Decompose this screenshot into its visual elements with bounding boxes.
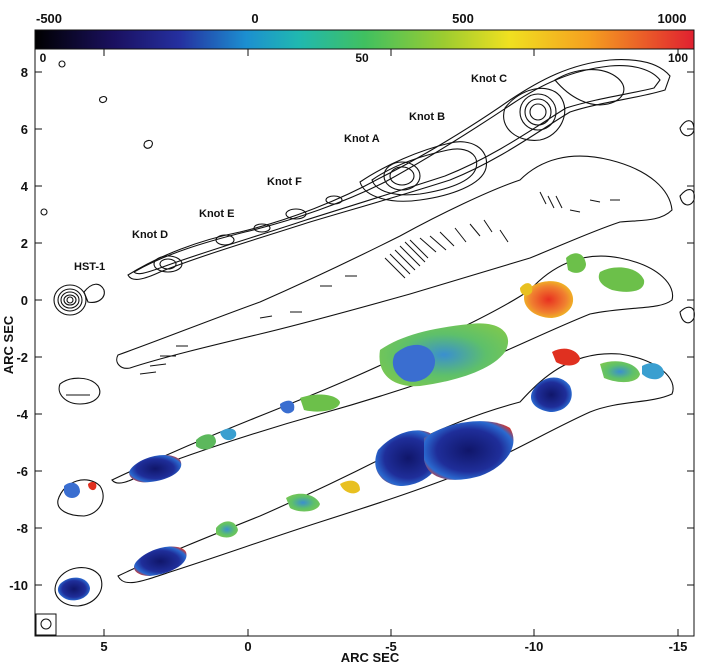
beam-marker bbox=[35, 613, 57, 636]
color-region bbox=[424, 421, 514, 480]
colorbar-bottom-tick: 100 bbox=[668, 51, 688, 65]
label-hst1: HST-1 bbox=[74, 261, 105, 273]
x-tick-label: 0 bbox=[244, 639, 251, 654]
color-map-panel-a bbox=[57, 253, 674, 517]
colorbar-top-tick: 500 bbox=[452, 11, 474, 26]
color-region bbox=[220, 428, 237, 441]
color-region bbox=[520, 283, 533, 296]
y-tick-label: -6 bbox=[16, 464, 28, 479]
y-tick-label: 4 bbox=[21, 179, 29, 194]
label-knot-d: Knot D bbox=[132, 229, 168, 241]
color-region bbox=[88, 481, 97, 491]
color-region bbox=[566, 253, 586, 273]
colorbar-bottom-tick: 50 bbox=[355, 51, 369, 65]
colorbar-bottom-tick: 0 bbox=[40, 51, 47, 65]
x-tick-label: 5 bbox=[100, 639, 107, 654]
y-axis-label: ARC SEC bbox=[1, 315, 16, 374]
intensity-contour-panel bbox=[40, 59, 695, 316]
colorbar-top-tick: 1000 bbox=[658, 11, 687, 26]
color-map-panel-b bbox=[54, 348, 674, 607]
x-tick-label: -10 bbox=[525, 639, 544, 654]
x-axis bbox=[103, 49, 679, 636]
colorbar: -500 0 500 1000 0 50 100 bbox=[34, 11, 695, 65]
y-tick-label: -8 bbox=[16, 521, 28, 536]
color-region bbox=[600, 361, 640, 383]
y-tick-label: 8 bbox=[21, 65, 28, 80]
color-region bbox=[196, 434, 216, 450]
y-tick-labels: 8 6 4 2 0 -2 -4 -6 -8 -10 bbox=[9, 65, 29, 593]
colorbar-top-tick: -500 bbox=[36, 11, 62, 26]
x-tick-labels: 5 0 -5 -10 -15 bbox=[100, 639, 687, 654]
knot-labels: HST-1 Knot D Knot E Knot F Knot A Knot B… bbox=[74, 73, 507, 273]
x-axis-label: ARC SEC bbox=[341, 650, 400, 663]
x-tick-label: -5 bbox=[385, 639, 397, 654]
color-region bbox=[552, 348, 580, 366]
label-knot-f: Knot F bbox=[267, 176, 302, 188]
color-region bbox=[300, 394, 340, 412]
color-region bbox=[129, 455, 182, 483]
y-tick-label: 2 bbox=[21, 236, 28, 251]
polarization-vector-panel bbox=[58, 155, 695, 405]
y-tick-label: 6 bbox=[21, 122, 28, 137]
label-knot-e: Knot E bbox=[199, 208, 234, 220]
color-region bbox=[280, 400, 295, 414]
color-region bbox=[64, 482, 80, 498]
x-tick-label: -15 bbox=[669, 639, 688, 654]
y-tick-label: -4 bbox=[16, 407, 28, 422]
color-region bbox=[286, 493, 320, 512]
color-region bbox=[530, 377, 572, 412]
plot-frame bbox=[34, 48, 695, 637]
y-tick-label: -2 bbox=[16, 350, 28, 365]
y-axis bbox=[35, 71, 694, 586]
color-region bbox=[340, 480, 360, 494]
color-region bbox=[598, 267, 645, 292]
color-region bbox=[523, 281, 574, 318]
color-region bbox=[392, 344, 436, 382]
color-region bbox=[216, 521, 238, 538]
label-knot-b: Knot B bbox=[409, 111, 445, 123]
y-tick-label: 0 bbox=[21, 293, 28, 308]
colorbar-top-tick: 0 bbox=[251, 11, 258, 26]
color-region bbox=[57, 577, 90, 601]
label-knot-a: Knot A bbox=[344, 133, 380, 145]
y-tick-label: -10 bbox=[9, 578, 28, 593]
colorbar-gradient bbox=[34, 29, 695, 50]
color-region bbox=[642, 363, 664, 380]
color-region bbox=[133, 546, 187, 576]
label-knot-c: Knot C bbox=[471, 73, 507, 85]
